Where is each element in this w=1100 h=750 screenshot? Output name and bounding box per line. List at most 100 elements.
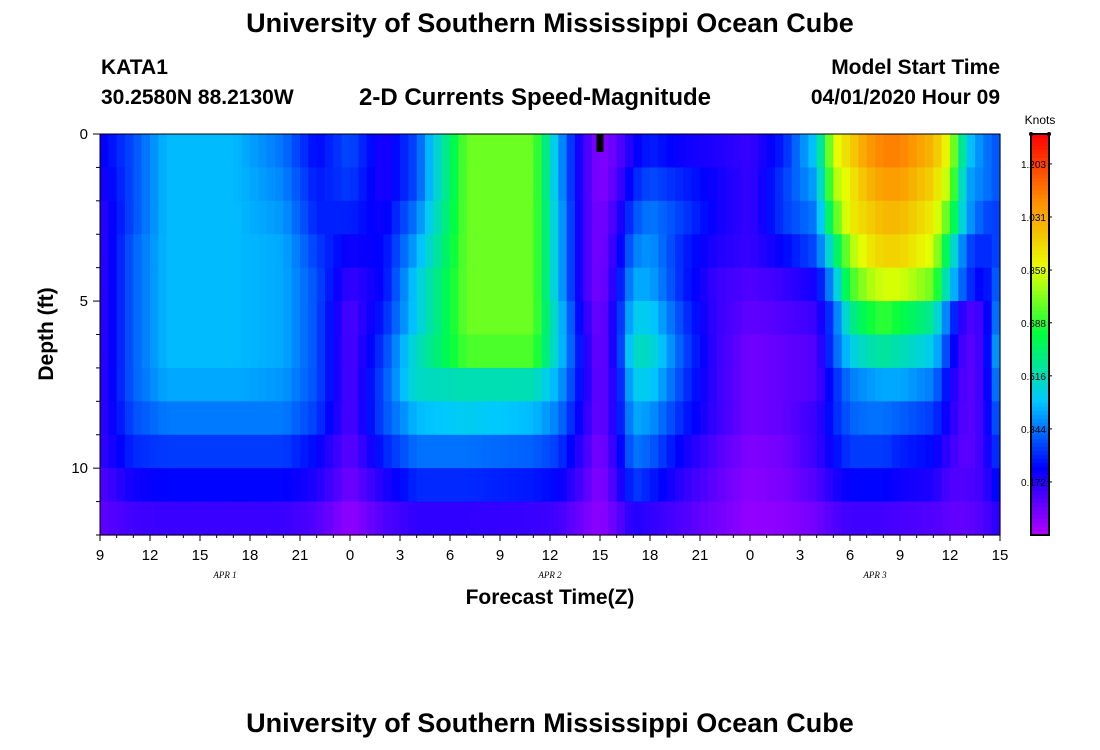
heatmap-cell [450,167,459,202]
colorbar-segment [1031,266,1049,271]
heatmap-cell [833,401,843,436]
model-start-label: Model Start Time [831,56,1000,79]
heatmap-cell [975,301,984,336]
heatmap-cell [883,134,893,169]
heatmap-cell [750,434,759,469]
heatmap-cell [433,501,443,536]
heatmap-cell [600,134,609,169]
heatmap-cell [358,401,368,436]
heatmap-cell [416,334,426,369]
heatmap-cell [158,501,168,536]
heatmap-cell [450,234,459,269]
heatmap-cell [541,167,551,202]
colorbar-segment [1031,454,1049,460]
heatmap-cell [616,501,626,536]
heatmap-cell [791,367,801,402]
heatmap-cell [141,367,151,402]
heatmap-cell [358,468,368,503]
heatmap-cell [108,501,118,536]
heatmap-cell [875,301,884,336]
heatmap-cell [991,301,1001,336]
heatmap-cell [891,234,901,269]
heatmap-cell [525,367,534,402]
heatmap-cell [641,401,651,436]
heatmap-cell [341,200,351,235]
heatmap-cell [541,401,551,436]
colorbar-segment [1031,418,1049,424]
heatmap-cell [550,267,559,302]
heatmap-cell [241,468,251,503]
heatmap-cell [533,301,543,336]
colorbar-segment [1031,474,1049,480]
heatmap-cell [783,167,793,202]
heatmap-cell [500,134,509,169]
heatmap-cell [933,468,943,503]
heatmap-cell [658,501,668,536]
heatmap-cell [125,134,134,169]
heatmap-cell [816,401,826,436]
heatmap-cell [200,200,209,235]
heatmap-cell [666,434,676,469]
heatmap-cell [716,301,726,336]
heatmap-cell [733,501,743,536]
heatmap-cell [591,468,601,503]
heatmap-cell [241,334,251,369]
heatmap-cell [725,200,734,235]
heatmap-cell [325,234,334,269]
heatmap-cell [775,301,784,336]
heatmap-cell [150,234,159,269]
heatmap-cell [691,334,701,369]
heatmap-cell [891,134,901,169]
heatmap-cell [141,301,151,336]
heatmap-cell [675,501,684,536]
heatmap-cell [416,267,426,302]
heatmap-cell [116,468,126,503]
heatmap-cell [183,468,193,503]
heatmap-cell [133,234,143,269]
heatmap-cell [216,501,226,536]
heatmap-cell [225,134,234,169]
heatmap-cell [950,434,959,469]
heatmap-cell [250,468,259,503]
heatmap-cell [975,434,984,469]
heatmap-cell [591,167,601,202]
heatmap-cell [541,301,551,336]
heatmap-cell [641,267,651,302]
heatmap-cell [441,267,451,302]
heatmap-cell [316,301,326,336]
heatmap-cell [541,434,551,469]
heatmap-cell [783,334,793,369]
heatmap-cell [775,267,784,302]
heatmap-cell [266,468,276,503]
heatmap-cell [816,367,826,402]
heatmap-cell [933,334,943,369]
heatmap-cell [883,434,893,469]
heatmap-cell [458,468,468,503]
heatmap-cell [216,434,226,469]
colorbar-segment [1031,486,1049,492]
heatmap-cell [458,167,468,202]
heatmap-cell [791,301,801,336]
heatmap-cell [875,167,884,202]
heatmap-cell [825,301,834,336]
heatmap-cell [408,301,418,336]
heatmap-cell [958,434,968,469]
heatmap-cell [933,367,943,402]
heatmap-cell [900,267,909,302]
heatmap-cell [716,167,726,202]
heatmap-cell [525,301,534,336]
heatmap-cell [975,367,984,402]
heatmap-cell [408,468,418,503]
heatmap-cell [675,367,684,402]
heatmap-cell [108,134,118,169]
heatmap-cell [200,434,209,469]
heatmap-cell [516,468,526,503]
heatmap-cell [475,167,484,202]
heatmap-cell [558,367,568,402]
heatmap-cell [433,167,443,202]
heatmap-cell [208,167,218,202]
heatmap-cell [450,434,459,469]
heatmap-cell [900,501,909,536]
heatmap-cell [391,267,401,302]
heatmap-cell [633,367,643,402]
